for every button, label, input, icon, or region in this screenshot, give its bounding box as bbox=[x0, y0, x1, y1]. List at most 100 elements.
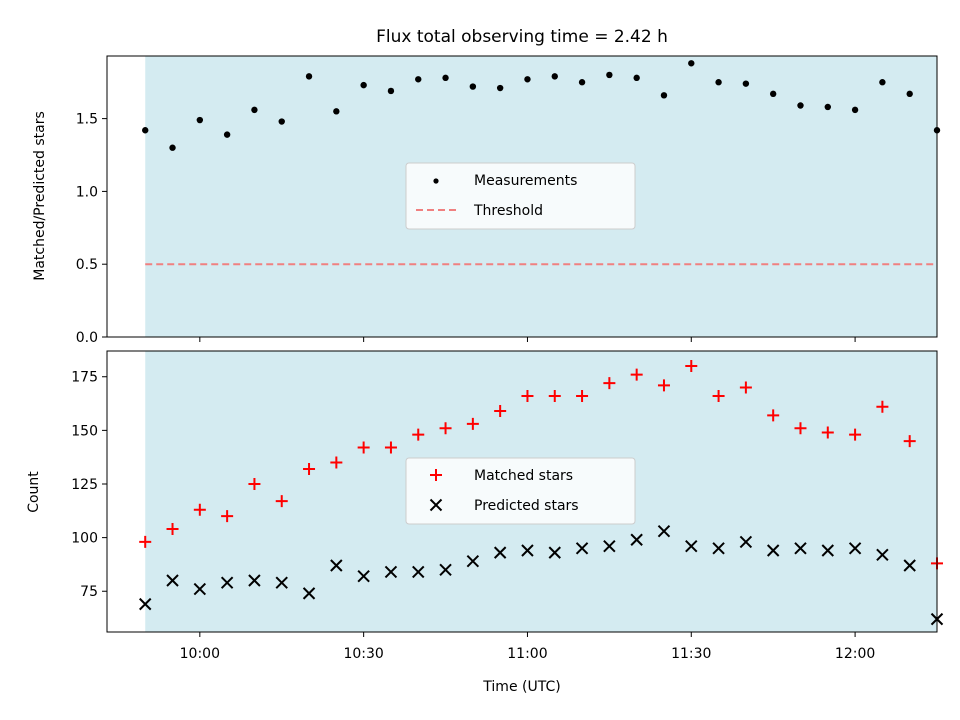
matched-point bbox=[193, 503, 206, 516]
y-tick-label: 1.0 bbox=[76, 184, 98, 200]
predicted-point bbox=[275, 576, 288, 589]
predicted-point bbox=[848, 542, 862, 555]
matched-point bbox=[521, 390, 534, 403]
legend-marker bbox=[433, 178, 439, 184]
matched-point bbox=[384, 441, 397, 454]
data-point bbox=[851, 106, 859, 114]
data-point bbox=[715, 79, 722, 86]
data-point bbox=[496, 84, 504, 92]
predicted-point bbox=[302, 587, 316, 600]
y-tick-label: 100 bbox=[71, 531, 98, 547]
data-point bbox=[142, 127, 149, 134]
data-point bbox=[524, 76, 531, 83]
data-point bbox=[578, 79, 586, 86]
y-tick-label: 125 bbox=[71, 477, 98, 493]
legend: Matched stars Predicted stars bbox=[405, 457, 636, 525]
y-tick-label: 1.5 bbox=[76, 112, 98, 128]
predicted-point bbox=[903, 559, 916, 572]
matched-point bbox=[275, 495, 288, 508]
data-point bbox=[360, 81, 367, 89]
data-point bbox=[442, 74, 449, 82]
predicted-point bbox=[384, 565, 398, 579]
x-axis-label: Time (UTC) bbox=[482, 679, 560, 695]
y-tick-label: 175 bbox=[71, 370, 98, 386]
data-point bbox=[879, 79, 886, 86]
predicted-point bbox=[657, 524, 671, 538]
legend-box bbox=[405, 162, 636, 230]
matched-point bbox=[412, 428, 425, 441]
x-tick-label: 10:00 bbox=[180, 646, 220, 662]
data-point bbox=[333, 108, 340, 115]
series-measurements bbox=[142, 60, 941, 151]
data-point bbox=[797, 102, 804, 109]
predicted-point bbox=[466, 555, 480, 568]
predicted-point bbox=[330, 559, 343, 572]
legend-label: Measurements bbox=[474, 173, 577, 189]
matched-point bbox=[221, 510, 234, 523]
data-point bbox=[688, 60, 695, 67]
data-point bbox=[824, 103, 831, 111]
matched-point bbox=[166, 523, 179, 536]
predicted-point bbox=[548, 546, 561, 559]
data-point bbox=[551, 73, 558, 80]
predicted-point bbox=[521, 544, 534, 557]
matched-point bbox=[903, 435, 916, 448]
x-tick-label: 11:30 bbox=[671, 646, 711, 662]
legend-label: Threshold bbox=[473, 203, 543, 219]
axes-frame bbox=[106, 350, 938, 633]
data-point bbox=[660, 92, 668, 99]
data-point bbox=[251, 106, 258, 114]
legend: Measurements Threshold bbox=[405, 162, 636, 230]
matched-point bbox=[466, 417, 479, 430]
data-point bbox=[769, 90, 777, 98]
predicted-point bbox=[630, 533, 643, 546]
data-point bbox=[606, 71, 613, 79]
predicted-point bbox=[575, 542, 589, 555]
data-point bbox=[387, 87, 395, 95]
predicted-point bbox=[139, 597, 152, 611]
predicted-point bbox=[248, 574, 261, 587]
predicted-point bbox=[876, 548, 889, 561]
data-point bbox=[906, 90, 913, 98]
legend-marker bbox=[429, 498, 443, 512]
predicted-point bbox=[412, 565, 425, 579]
legend-label: Matched stars bbox=[474, 468, 573, 484]
chart-title: Flux total observing time = 2.42 h bbox=[376, 27, 668, 47]
y-tick-label: 150 bbox=[71, 423, 98, 439]
x-tick-label: 11:00 bbox=[507, 646, 547, 662]
data-point bbox=[415, 76, 422, 83]
x-tick-label: 10:30 bbox=[343, 646, 383, 662]
matched-point bbox=[767, 409, 780, 422]
matched-point bbox=[576, 390, 589, 403]
y-tick-label: 0.5 bbox=[76, 257, 98, 273]
predicted-point bbox=[220, 576, 234, 589]
predicted-point bbox=[712, 542, 725, 555]
panel-ratio: 0.0 0.5 1.0 1.5 Measurements Threshold bbox=[76, 55, 941, 346]
matched-point bbox=[303, 462, 316, 475]
axes-frame bbox=[106, 55, 938, 338]
predicted-point bbox=[439, 563, 452, 577]
matched-point bbox=[849, 428, 862, 441]
matched-point bbox=[712, 390, 725, 403]
series-matched-stars bbox=[139, 360, 943, 570]
matched-point bbox=[357, 441, 370, 454]
x-tick-label: 12:00 bbox=[835, 646, 875, 662]
y-tick-label: 75 bbox=[80, 584, 98, 600]
data-point bbox=[169, 144, 176, 151]
predicted-point bbox=[685, 539, 698, 553]
predicted-point bbox=[821, 544, 834, 557]
data-point bbox=[196, 116, 204, 124]
matched-point bbox=[630, 368, 643, 381]
predicted-point bbox=[493, 546, 507, 559]
y-axis-label-count: Count bbox=[26, 471, 42, 513]
predicted-point bbox=[739, 535, 753, 549]
data-point bbox=[278, 118, 285, 125]
y-axis-label-ratio: Matched/Predicted stars bbox=[32, 111, 48, 281]
matched-point bbox=[139, 535, 152, 548]
series-predicted-stars bbox=[139, 524, 944, 626]
data-point bbox=[742, 80, 750, 87]
data-point bbox=[223, 131, 231, 138]
predicted-point bbox=[357, 570, 370, 583]
data-point bbox=[469, 83, 477, 90]
